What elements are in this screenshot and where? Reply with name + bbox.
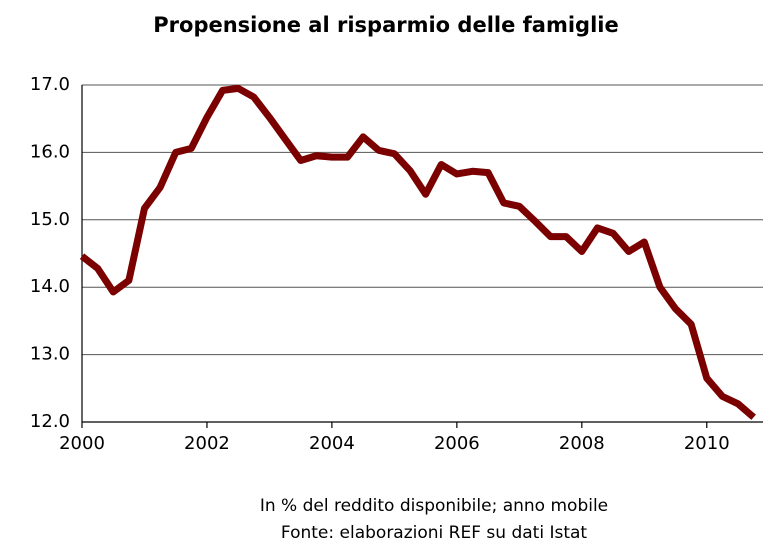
- subtitle: In % del reddito disponibile; anno mobil…: [260, 496, 608, 516]
- y-tick-label: 13.0: [30, 344, 70, 365]
- y-tick-label: 15.0: [30, 209, 70, 230]
- line: [79, 84, 756, 420]
- y-tick-label: 12.0: [30, 411, 70, 432]
- y-tick-label: 16.0: [30, 141, 70, 162]
- source: Fonte: elaborazioni REF su dati Istat: [281, 523, 587, 543]
- chart-title: Propensione al risparmio delle famiglie: [153, 13, 618, 37]
- x-tick-label: 2006: [434, 433, 480, 454]
- y-tick-label: 14.0: [30, 276, 70, 297]
- x-tick-label: 2010: [684, 433, 730, 454]
- y-tick-label: 17.0: [30, 74, 70, 95]
- x-tick-label: 2004: [309, 433, 355, 454]
- x-tick-label: 2000: [59, 433, 105, 454]
- x-tick-label: 2002: [184, 433, 230, 454]
- x-tick-label: 2008: [559, 433, 605, 454]
